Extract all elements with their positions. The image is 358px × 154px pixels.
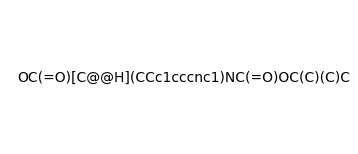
Text: OC(=O)[C@@H](CCc1cccnc1)NC(=O)OC(C)(C)C: OC(=O)[C@@H](CCc1cccnc1)NC(=O)OC(C)(C)C bbox=[17, 71, 350, 85]
